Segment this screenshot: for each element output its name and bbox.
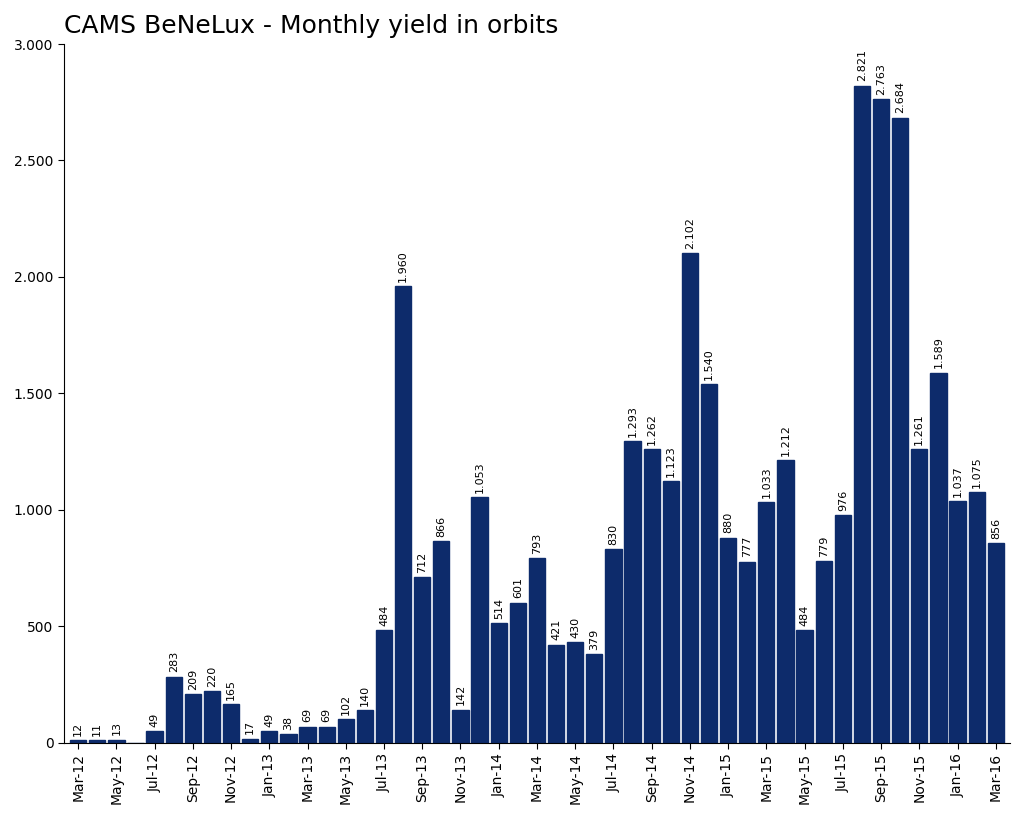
Text: 430: 430 <box>570 617 581 638</box>
Text: 976: 976 <box>838 490 848 511</box>
Bar <box>969 492 985 743</box>
Bar <box>109 739 125 743</box>
Text: 856: 856 <box>991 518 1000 539</box>
Text: 102: 102 <box>341 694 351 715</box>
Text: 1.589: 1.589 <box>934 336 943 368</box>
Bar <box>490 622 507 743</box>
Text: 283: 283 <box>169 651 179 672</box>
Text: 1.212: 1.212 <box>780 425 791 456</box>
Bar <box>184 694 201 743</box>
Text: 1.293: 1.293 <box>628 406 638 438</box>
Bar <box>625 442 641 743</box>
Bar <box>338 719 354 743</box>
Text: 484: 484 <box>379 605 389 626</box>
Text: 140: 140 <box>359 685 370 706</box>
Bar <box>471 497 487 743</box>
Text: 1.261: 1.261 <box>914 413 925 445</box>
Bar <box>223 704 240 743</box>
Text: 1.053: 1.053 <box>474 461 484 493</box>
Bar <box>720 537 736 743</box>
Text: 2.821: 2.821 <box>857 50 867 82</box>
Text: 880: 880 <box>723 512 733 533</box>
Text: 830: 830 <box>608 524 618 545</box>
Bar <box>318 726 335 743</box>
Text: 220: 220 <box>207 666 217 687</box>
Bar <box>605 550 622 743</box>
Text: 2.763: 2.763 <box>877 63 886 95</box>
Text: 49: 49 <box>264 712 274 727</box>
Bar <box>682 253 698 743</box>
Bar <box>949 501 966 743</box>
Bar <box>930 372 946 743</box>
Text: 1.075: 1.075 <box>972 456 982 488</box>
Bar <box>872 99 889 743</box>
Bar <box>204 691 220 743</box>
Text: 1.540: 1.540 <box>705 348 714 380</box>
Text: 13: 13 <box>112 721 122 735</box>
Bar <box>376 630 392 743</box>
Text: 514: 514 <box>494 598 504 618</box>
Bar <box>299 726 315 743</box>
Bar <box>242 739 258 743</box>
Bar <box>146 731 163 743</box>
Text: 1.033: 1.033 <box>762 466 771 498</box>
Bar <box>815 561 831 743</box>
Bar <box>700 384 717 743</box>
Text: 379: 379 <box>589 629 599 650</box>
Text: 165: 165 <box>226 679 237 700</box>
Bar <box>988 543 1004 743</box>
Bar <box>356 710 373 743</box>
Text: 49: 49 <box>150 712 160 727</box>
Bar <box>777 461 794 743</box>
Bar <box>453 709 469 743</box>
Text: 1.262: 1.262 <box>647 412 656 444</box>
Bar <box>586 654 602 743</box>
Text: 866: 866 <box>436 515 446 537</box>
Bar <box>548 645 564 743</box>
Bar <box>758 502 774 743</box>
Bar <box>835 515 851 743</box>
Bar <box>510 603 526 743</box>
Bar <box>395 286 412 743</box>
Bar <box>567 642 584 743</box>
Bar <box>892 118 908 743</box>
Text: 601: 601 <box>513 578 523 599</box>
Text: 69: 69 <box>322 708 332 722</box>
Text: CAMS BeNeLux - Monthly yield in orbits: CAMS BeNeLux - Monthly yield in orbits <box>63 14 558 38</box>
Text: 484: 484 <box>800 605 810 626</box>
Text: 209: 209 <box>187 668 198 690</box>
Text: 1.037: 1.037 <box>952 465 963 497</box>
Bar <box>433 541 450 743</box>
Text: 793: 793 <box>531 533 542 554</box>
Text: 2.684: 2.684 <box>895 82 905 114</box>
Text: 779: 779 <box>819 536 828 557</box>
Bar <box>261 731 278 743</box>
Text: 421: 421 <box>551 619 561 640</box>
Text: 712: 712 <box>417 551 427 573</box>
Bar <box>854 86 870 743</box>
Bar <box>281 734 297 743</box>
Bar <box>911 449 928 743</box>
Bar <box>663 481 679 743</box>
Bar <box>70 739 86 743</box>
Bar <box>739 562 756 743</box>
Bar <box>89 740 105 743</box>
Text: 777: 777 <box>742 536 753 557</box>
Text: 38: 38 <box>284 716 294 730</box>
Bar <box>166 676 182 743</box>
Text: 11: 11 <box>92 721 102 736</box>
Bar <box>528 558 545 743</box>
Text: 142: 142 <box>456 684 466 705</box>
Bar <box>643 449 659 743</box>
Bar <box>797 630 813 743</box>
Text: 1.123: 1.123 <box>666 445 676 477</box>
Bar <box>414 577 430 743</box>
Text: 1.960: 1.960 <box>398 250 409 282</box>
Text: 69: 69 <box>302 708 312 722</box>
Text: 12: 12 <box>73 721 83 735</box>
Text: 17: 17 <box>245 721 255 735</box>
Text: 2.102: 2.102 <box>685 217 695 249</box>
